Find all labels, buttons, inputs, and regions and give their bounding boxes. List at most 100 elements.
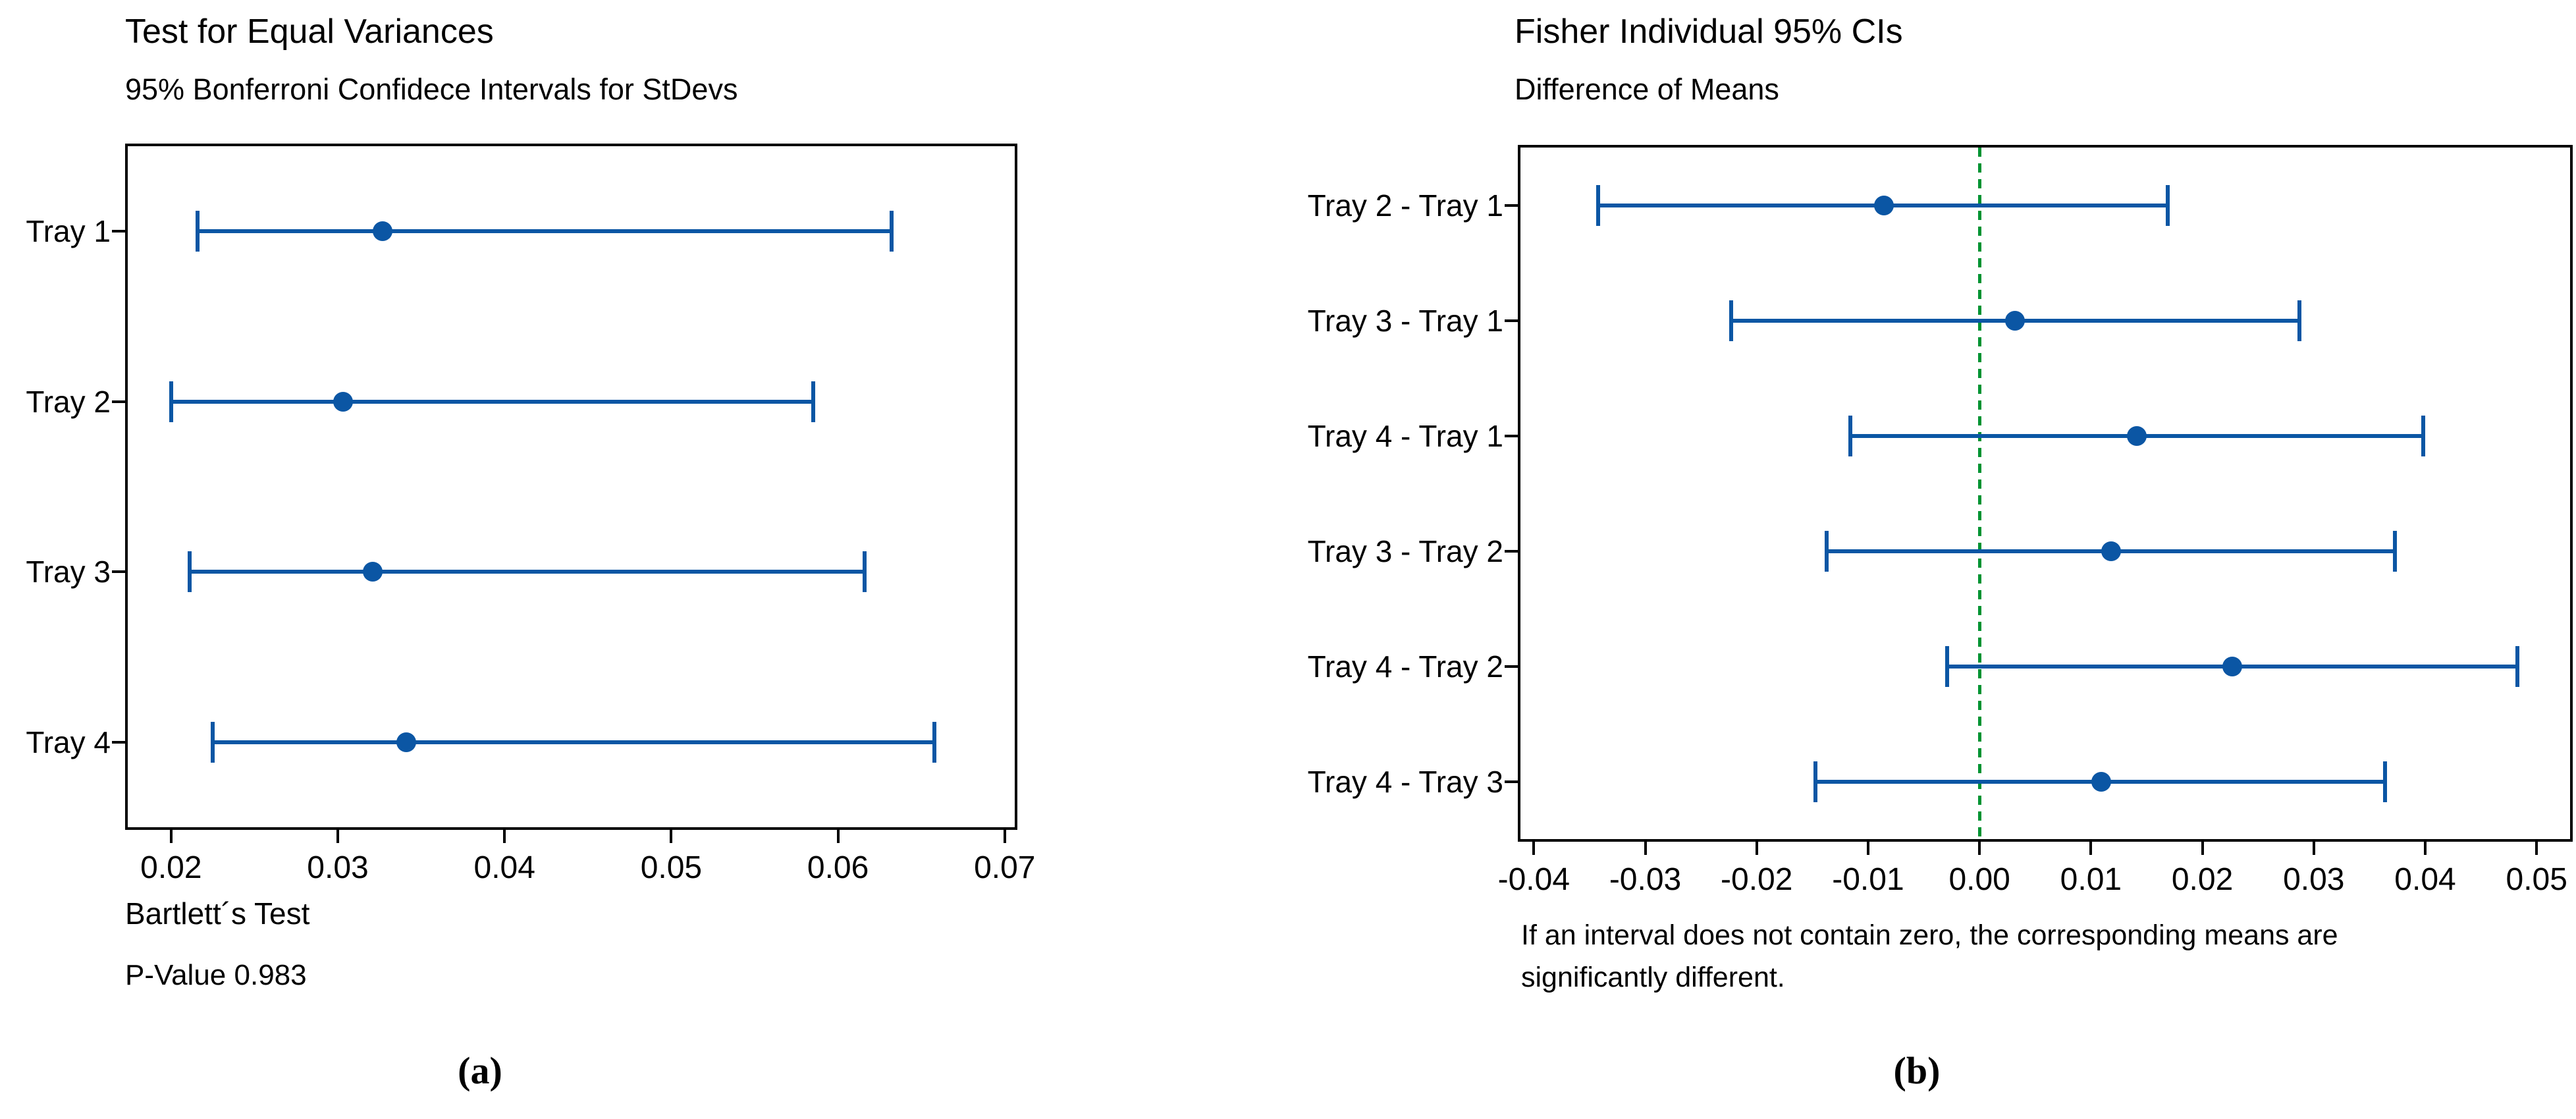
x-axis-tick-label: 0.04 (473, 850, 535, 885)
x-axis-tick-label: 0.06 (807, 850, 869, 885)
point-estimate-marker (363, 562, 383, 582)
y-axis-tick (1505, 780, 1518, 783)
point-estimate-marker (2101, 541, 2121, 561)
interval-lower-cap (1729, 300, 1733, 341)
x-axis-tick (336, 830, 340, 843)
x-axis-tick-label: 0.03 (307, 850, 369, 885)
interval-lower-cap (1848, 415, 1852, 456)
zero-reference-line (1978, 148, 1982, 839)
interval-upper-cap (932, 721, 937, 763)
interval-lower-cap (211, 721, 215, 763)
figure-b-caption: (b) (1893, 1049, 1941, 1092)
x-axis-tick-label: 0.04 (2394, 862, 2456, 897)
bartlett-test-label: Bartlett´s Test (125, 896, 310, 931)
confidence-interval-line (189, 570, 865, 574)
point-estimate-marker (333, 391, 353, 412)
y-axis-category-label: Tray 3 - Tray 2 (1307, 533, 1503, 568)
x-axis-tick-label: 0.05 (2506, 862, 2567, 897)
point-estimate-marker (2126, 425, 2147, 446)
x-axis-tick (1978, 842, 1981, 855)
y-axis-category-label: Tray 4 - Tray 3 (1307, 764, 1503, 799)
interval-lower-cap (1945, 645, 1950, 687)
interval-upper-cap (2421, 415, 2425, 456)
x-axis-tick-label: 0.03 (2283, 862, 2345, 897)
x-axis-tick (2535, 842, 2538, 855)
x-axis-tick-label: -0.02 (1721, 862, 1793, 897)
y-axis-tick (112, 570, 125, 574)
y-axis-tick (1505, 319, 1518, 322)
x-axis-tick (169, 830, 173, 843)
y-axis-category-label: Tray 4 - Tray 2 (1307, 649, 1503, 684)
interval-upper-cap (863, 551, 867, 593)
interval-lower-cap (187, 551, 192, 593)
x-axis-tick-label: -0.04 (1497, 862, 1570, 897)
point-estimate-marker (373, 221, 393, 242)
x-axis-tick (670, 830, 673, 843)
x-axis-tick (1532, 842, 1536, 855)
x-axis-tick-label: 0.07 (974, 850, 1036, 885)
interval-upper-cap (2297, 300, 2301, 341)
y-axis-category-label: Tray 4 - Tray 1 (1307, 418, 1503, 453)
interval-upper-cap (2383, 761, 2388, 802)
y-axis-tick (1505, 665, 1518, 668)
figure-b-title: Fisher Individual 95% CIs (1515, 13, 1903, 51)
confidence-interval-line (171, 399, 813, 404)
interval-upper-cap (2393, 530, 2398, 572)
x-axis-tick-label: -0.03 (1609, 862, 1682, 897)
x-axis-tick (2424, 842, 2427, 855)
point-estimate-marker (396, 732, 416, 752)
interval-lower-cap (1825, 530, 1829, 572)
figure-a-title: Test for Equal Variances (125, 13, 494, 51)
x-axis-tick (503, 830, 506, 843)
confidence-interval-line (198, 229, 892, 234)
footnote-line-2: significantly different. (1521, 962, 1785, 993)
x-axis-tick (2312, 842, 2315, 855)
p-value-label: P-Value 0.983 (125, 959, 307, 991)
interval-lower-cap (169, 381, 173, 422)
y-axis-tick (1505, 434, 1518, 437)
figure-b-subtitle: Difference of Means (1515, 72, 1779, 106)
point-estimate-marker (1873, 195, 1894, 215)
point-estimate-marker (2091, 771, 2111, 792)
interval-upper-cap (2166, 184, 2170, 226)
interval-lower-cap (1596, 184, 1601, 226)
interval-lower-cap (1813, 761, 1818, 802)
x-axis-tick (2201, 842, 2204, 855)
x-axis-tick-label: -0.01 (1832, 862, 1904, 897)
confidence-interval-line (213, 740, 935, 744)
y-axis-tick (112, 400, 125, 403)
figure-b-plot-area: -0.04 -0.03 -0.02 -0.01 0.00 0.01 0.02 0.03 0.04… (1308, 145, 2573, 897)
y-axis-tick (112, 230, 125, 233)
figure-a-subtitle: 95% Bonferroni Confidece Intervals for S… (125, 72, 738, 106)
x-axis-tick-label: 0.05 (640, 850, 703, 885)
y-axis-tick (1505, 204, 1518, 207)
x-axis-tick-label: 0.02 (2171, 862, 2234, 897)
y-axis-category-label: Tray 1 (26, 214, 111, 249)
interval-lower-cap (196, 211, 200, 252)
y-axis-category-label: Tray 3 (26, 555, 111, 589)
interval-upper-cap (2515, 645, 2520, 687)
x-axis-tick-label: 0.01 (2060, 862, 2122, 897)
x-axis-tick (1866, 842, 1869, 855)
footnote-line-1: If an interval does not contain zero, th… (1521, 919, 2338, 951)
x-axis-tick (1644, 842, 1647, 855)
y-axis-category-label: Tray 3 - Tray 1 (1307, 303, 1503, 338)
x-axis-tick (836, 830, 840, 843)
point-estimate-marker (2005, 310, 2026, 331)
figure-a-plot-area: 0.02 0.03 0.04 0.05 0.06 0.07 Tray 1 Tray 2 Tray… (26, 144, 1036, 885)
x-axis-tick (2089, 842, 2093, 855)
interval-upper-cap (889, 211, 894, 252)
interval-upper-cap (811, 381, 815, 422)
x-axis-tick-label: 0.00 (1948, 862, 2010, 897)
x-axis-tick (1755, 842, 1758, 855)
y-axis-category-label: Tray 4 (26, 724, 111, 759)
y-axis-category-label: Tray 2 (26, 384, 111, 419)
figure-a-caption: (a) (458, 1049, 502, 1092)
point-estimate-marker (2222, 656, 2243, 676)
x-axis-tick-label: 0.02 (140, 850, 202, 885)
x-axis-tick (1003, 830, 1006, 843)
y-axis-category-label: Tray 2 - Tray 1 (1307, 188, 1503, 223)
